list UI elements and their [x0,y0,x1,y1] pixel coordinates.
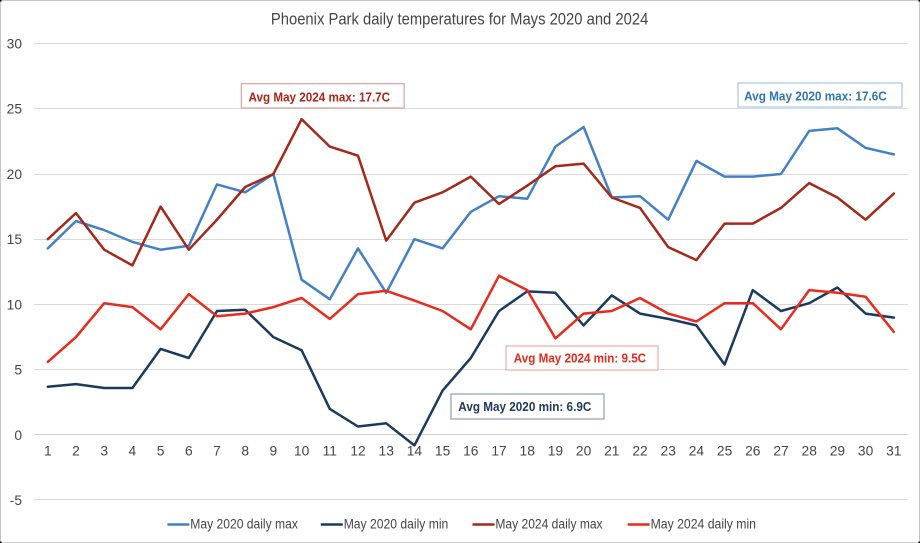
svg-text:0: 0 [14,428,22,443]
svg-text:Avg May 2024 max: 17.7C: Avg May 2024 max: 17.7C [249,90,391,105]
svg-text:18: 18 [520,444,536,459]
svg-text:30: 30 [7,36,23,51]
svg-text:29: 29 [830,444,846,459]
svg-text:10: 10 [294,444,310,459]
svg-text:20: 20 [7,167,23,182]
svg-text:27: 27 [773,444,788,459]
svg-text:20: 20 [576,444,592,459]
svg-text:11: 11 [323,444,337,459]
svg-text:Avg May 2020 max: 17.6C: Avg May 2020 max: 17.6C [744,89,887,104]
svg-text:17: 17 [491,444,506,459]
svg-text:4: 4 [129,444,137,459]
svg-text:9: 9 [270,444,278,459]
svg-text:30: 30 [858,444,874,459]
svg-text:31: 31 [886,444,901,459]
svg-text:25: 25 [7,102,23,117]
svg-text:Avg May 2020 min: 6.9C: Avg May 2020 min: 6.9C [458,399,591,414]
svg-text:13: 13 [379,444,395,459]
svg-text:15: 15 [7,232,23,247]
svg-text:19: 19 [548,444,564,459]
svg-text:7: 7 [213,444,221,459]
svg-text:14: 14 [407,444,423,459]
svg-text:25: 25 [717,444,733,459]
svg-text:May 2024 daily min: May 2024 daily min [651,516,756,531]
svg-text:6: 6 [185,444,193,459]
svg-text:5: 5 [14,363,22,378]
svg-text:28: 28 [802,444,818,459]
svg-text:22: 22 [632,444,647,459]
svg-text:May 2024 daily max: May 2024 daily max [495,516,602,531]
svg-text:3: 3 [100,444,108,459]
svg-text:23: 23 [661,444,677,459]
svg-text:Phoenix Park daily temperature: Phoenix Park daily temperatures for Mays… [271,10,648,29]
svg-text:Avg May 2024 min: 9.5C: Avg May 2024 min: 9.5C [514,351,647,366]
svg-text:24: 24 [689,444,705,459]
svg-text:21: 21 [604,444,619,459]
svg-text:10: 10 [7,297,23,312]
svg-text:8: 8 [241,444,249,459]
svg-text:5: 5 [157,444,165,459]
svg-text:-5: -5 [10,493,23,508]
svg-text:26: 26 [745,444,761,459]
svg-text:15: 15 [435,444,451,459]
svg-text:May 2020 daily max: May 2020 daily max [190,516,298,531]
svg-text:2: 2 [72,444,80,459]
svg-text:12: 12 [350,444,365,459]
svg-text:May 2020 daily min: May 2020 daily min [344,516,449,531]
svg-text:16: 16 [463,444,479,459]
svg-text:1: 1 [44,444,52,459]
